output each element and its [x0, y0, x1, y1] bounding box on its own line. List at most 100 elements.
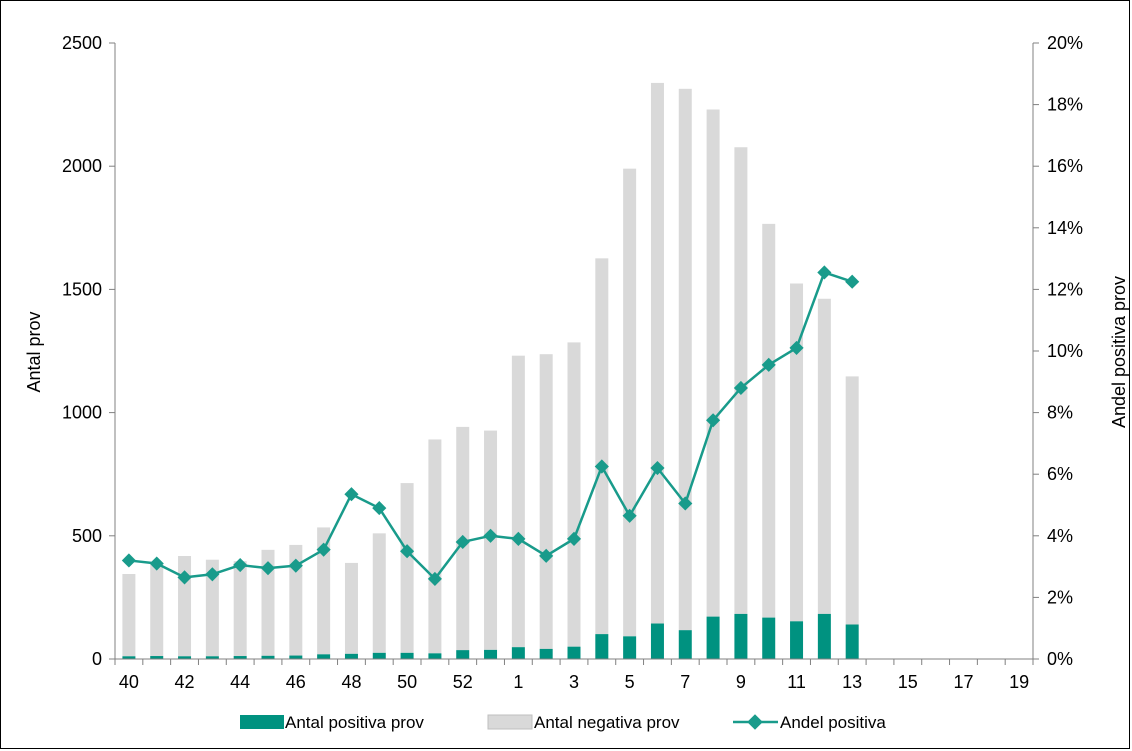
bar-positive-42 [178, 656, 192, 659]
x-tick-label-3: 3 [569, 672, 579, 692]
bar-negative-9 [734, 147, 748, 614]
bar-positive-11 [790, 621, 804, 659]
y-tick-label-500: 500 [72, 526, 102, 546]
axes-layer: 0 500 1000 1500 2000 2500 0% 2% 4% 6% 8% 10% 12% 14% 1… [62, 33, 1083, 692]
bar-negative-7 [678, 88, 692, 631]
x-tick-label-13: 13 [842, 672, 862, 692]
bar-negative-47 [317, 527, 331, 655]
x-tick-label-5: 5 [625, 672, 635, 692]
share-point-41 [149, 556, 164, 571]
share-point-49 [372, 501, 387, 516]
y-tick-label-1500: 1500 [62, 279, 102, 299]
x-tick-label-44: 44 [230, 672, 250, 692]
y2-tick-label-20%: 20% [1047, 33, 1083, 53]
x-tick-label-19: 19 [1009, 672, 1029, 692]
y2-tick-label-6%: 6% [1047, 464, 1073, 484]
share-point-40 [121, 553, 136, 568]
x-tick-label-48: 48 [341, 672, 361, 692]
share-point-52 [455, 534, 470, 550]
x-tick-label-11: 11 [787, 672, 806, 692]
bar-positive-8 [706, 616, 720, 659]
bar-positive-12 [817, 613, 831, 659]
y2-tick-label-18%: 18% [1047, 95, 1083, 115]
y2-tick-label-14%: 14% [1047, 218, 1083, 238]
bar-positive-48 [344, 653, 358, 659]
x-tick-label-52: 52 [453, 672, 473, 692]
legend-label-share: Andel positiva [780, 713, 886, 732]
bar-positive-2 [539, 648, 553, 659]
bar-positive-47 [317, 654, 331, 659]
bar-negative-3 [567, 342, 581, 647]
share-point-50 [400, 544, 415, 559]
y2-tick-label-4%: 4% [1047, 526, 1073, 546]
bar-negative-51 [428, 439, 442, 654]
bar-negative-40 [122, 573, 136, 657]
share-point-44 [233, 557, 248, 573]
y-tick-label-1000: 1000 [62, 403, 102, 423]
share-point-46 [288, 558, 303, 573]
share-point-42 [177, 570, 192, 585]
y2-tick-label-12%: 12% [1047, 279, 1083, 299]
bar-negative-44 [233, 561, 247, 657]
bar-negative-10 [762, 223, 776, 618]
y2-tick-label-16%: 16% [1047, 156, 1083, 176]
share-point-8 [706, 413, 721, 428]
bar-negative-45 [261, 549, 275, 656]
y2-tick-label-0%: 0% [1047, 649, 1073, 669]
share-point-11 [789, 340, 804, 355]
bar-positive-52 [456, 650, 470, 659]
x-tick-label-42: 42 [175, 672, 195, 692]
bar-positive-45 [261, 655, 275, 659]
x-tick-label-40: 40 [119, 672, 139, 692]
bar-positive-10 [762, 617, 776, 659]
bar-positive-40 [122, 656, 136, 659]
bar-negative-46 [289, 544, 303, 656]
bar-negative-48 [344, 562, 358, 654]
y2-tick-label-2%: 2% [1047, 587, 1073, 607]
bar-positive-1 [511, 647, 525, 659]
share-point-47 [316, 542, 331, 557]
share-point-51 [427, 571, 442, 586]
share-point-2 [539, 548, 554, 563]
x-tick-label-15: 15 [898, 672, 918, 692]
legend: Antal positiva prov Antal negativa prov … [240, 713, 886, 732]
bar-negative-50 [400, 483, 414, 653]
line-layer [121, 265, 860, 586]
bar-negative-6 [650, 82, 664, 624]
bar-positive-6 [650, 623, 664, 659]
share-point-43 [205, 567, 220, 582]
bar-positive-49 [372, 652, 386, 659]
bar-positive-44 [233, 656, 247, 659]
y-tick-label-2500: 2500 [62, 33, 102, 53]
legend-marker-share [747, 714, 763, 730]
bar-negative-41 [150, 562, 164, 657]
bar-negative-13 [845, 376, 859, 625]
y-tick-label-0: 0 [92, 649, 102, 669]
share-point-9 [733, 380, 748, 396]
y-tick-label-2000: 2000 [62, 156, 102, 176]
bar-positive-7 [678, 630, 692, 659]
y2-tick-label-8%: 8% [1047, 403, 1073, 423]
bar-negative-12 [817, 298, 831, 614]
bar-positive-51 [428, 653, 442, 659]
bar-positive-5 [623, 636, 637, 659]
legend-swatch-negative [487, 714, 533, 730]
bar-positive-9 [734, 613, 748, 659]
x-tick-label-1: 1 [513, 672, 523, 692]
x-tick-label-7: 7 [680, 672, 690, 692]
share-point-48 [344, 487, 359, 502]
share-point-1 [511, 531, 526, 546]
legend-label-negative: Antal negativa prov [534, 713, 680, 732]
y2-tick-label-10%: 10% [1047, 341, 1083, 361]
bar-positive-4 [595, 634, 609, 659]
legend-label-positive: Antal positiva prov [285, 713, 424, 732]
y2-axis-title: Andel positiva prov [1109, 276, 1129, 428]
bar-negative-49 [372, 533, 386, 653]
bar-negative-2 [539, 354, 553, 649]
share-point-10 [761, 357, 776, 372]
share-point-6 [650, 460, 665, 476]
bar-positive-50 [400, 652, 414, 659]
bar-negative-11 [790, 283, 804, 622]
bar-positive-53 [484, 649, 498, 659]
